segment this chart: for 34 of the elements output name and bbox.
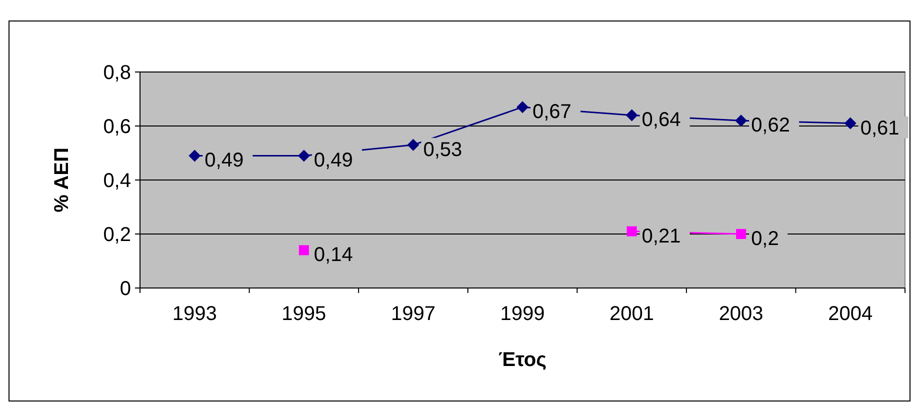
y-tick-label: 0,2 — [103, 224, 131, 246]
point — [736, 229, 746, 239]
data-label: 0,67 — [532, 101, 572, 124]
point — [626, 226, 637, 236]
x-tick-label: 1993 — [172, 303, 217, 325]
point — [298, 245, 309, 256]
point — [844, 117, 856, 130]
data-label: 0,2 — [751, 228, 779, 250]
data-label: 0,49 — [204, 150, 244, 172]
point — [298, 150, 310, 162]
point — [626, 109, 638, 122]
y-tick-label: 0,8 — [103, 62, 131, 84]
y-tick-label: 0,6 — [103, 116, 131, 138]
point — [516, 101, 528, 114]
data-label: 0,61 — [860, 117, 900, 140]
y-tick-label: 0 — [120, 278, 131, 300]
point — [735, 114, 748, 127]
data-label: 0,53 — [423, 138, 462, 161]
x-tick-label: 2003 — [718, 303, 764, 325]
y-axis-title: % ΑΕΠ — [51, 148, 73, 212]
x-axis-title: Έτος — [498, 349, 547, 371]
data-label: 0,21 — [642, 225, 681, 248]
point — [407, 138, 420, 151]
data-label: 0,64 — [642, 109, 681, 132]
point — [188, 150, 201, 162]
x-tick-label: 2001 — [610, 303, 654, 325]
data-label: 0,14 — [314, 244, 353, 266]
x-tick-label: 1995 — [282, 303, 326, 325]
y-tick-label: 0,4 — [103, 170, 131, 192]
data-label: 0,49 — [314, 150, 353, 172]
x-tick-label: 2004 — [828, 303, 873, 325]
x-tick-label: 1997 — [390, 303, 436, 325]
data-label: 0,62 — [751, 114, 790, 137]
x-tick-label: 1999 — [500, 303, 545, 325]
